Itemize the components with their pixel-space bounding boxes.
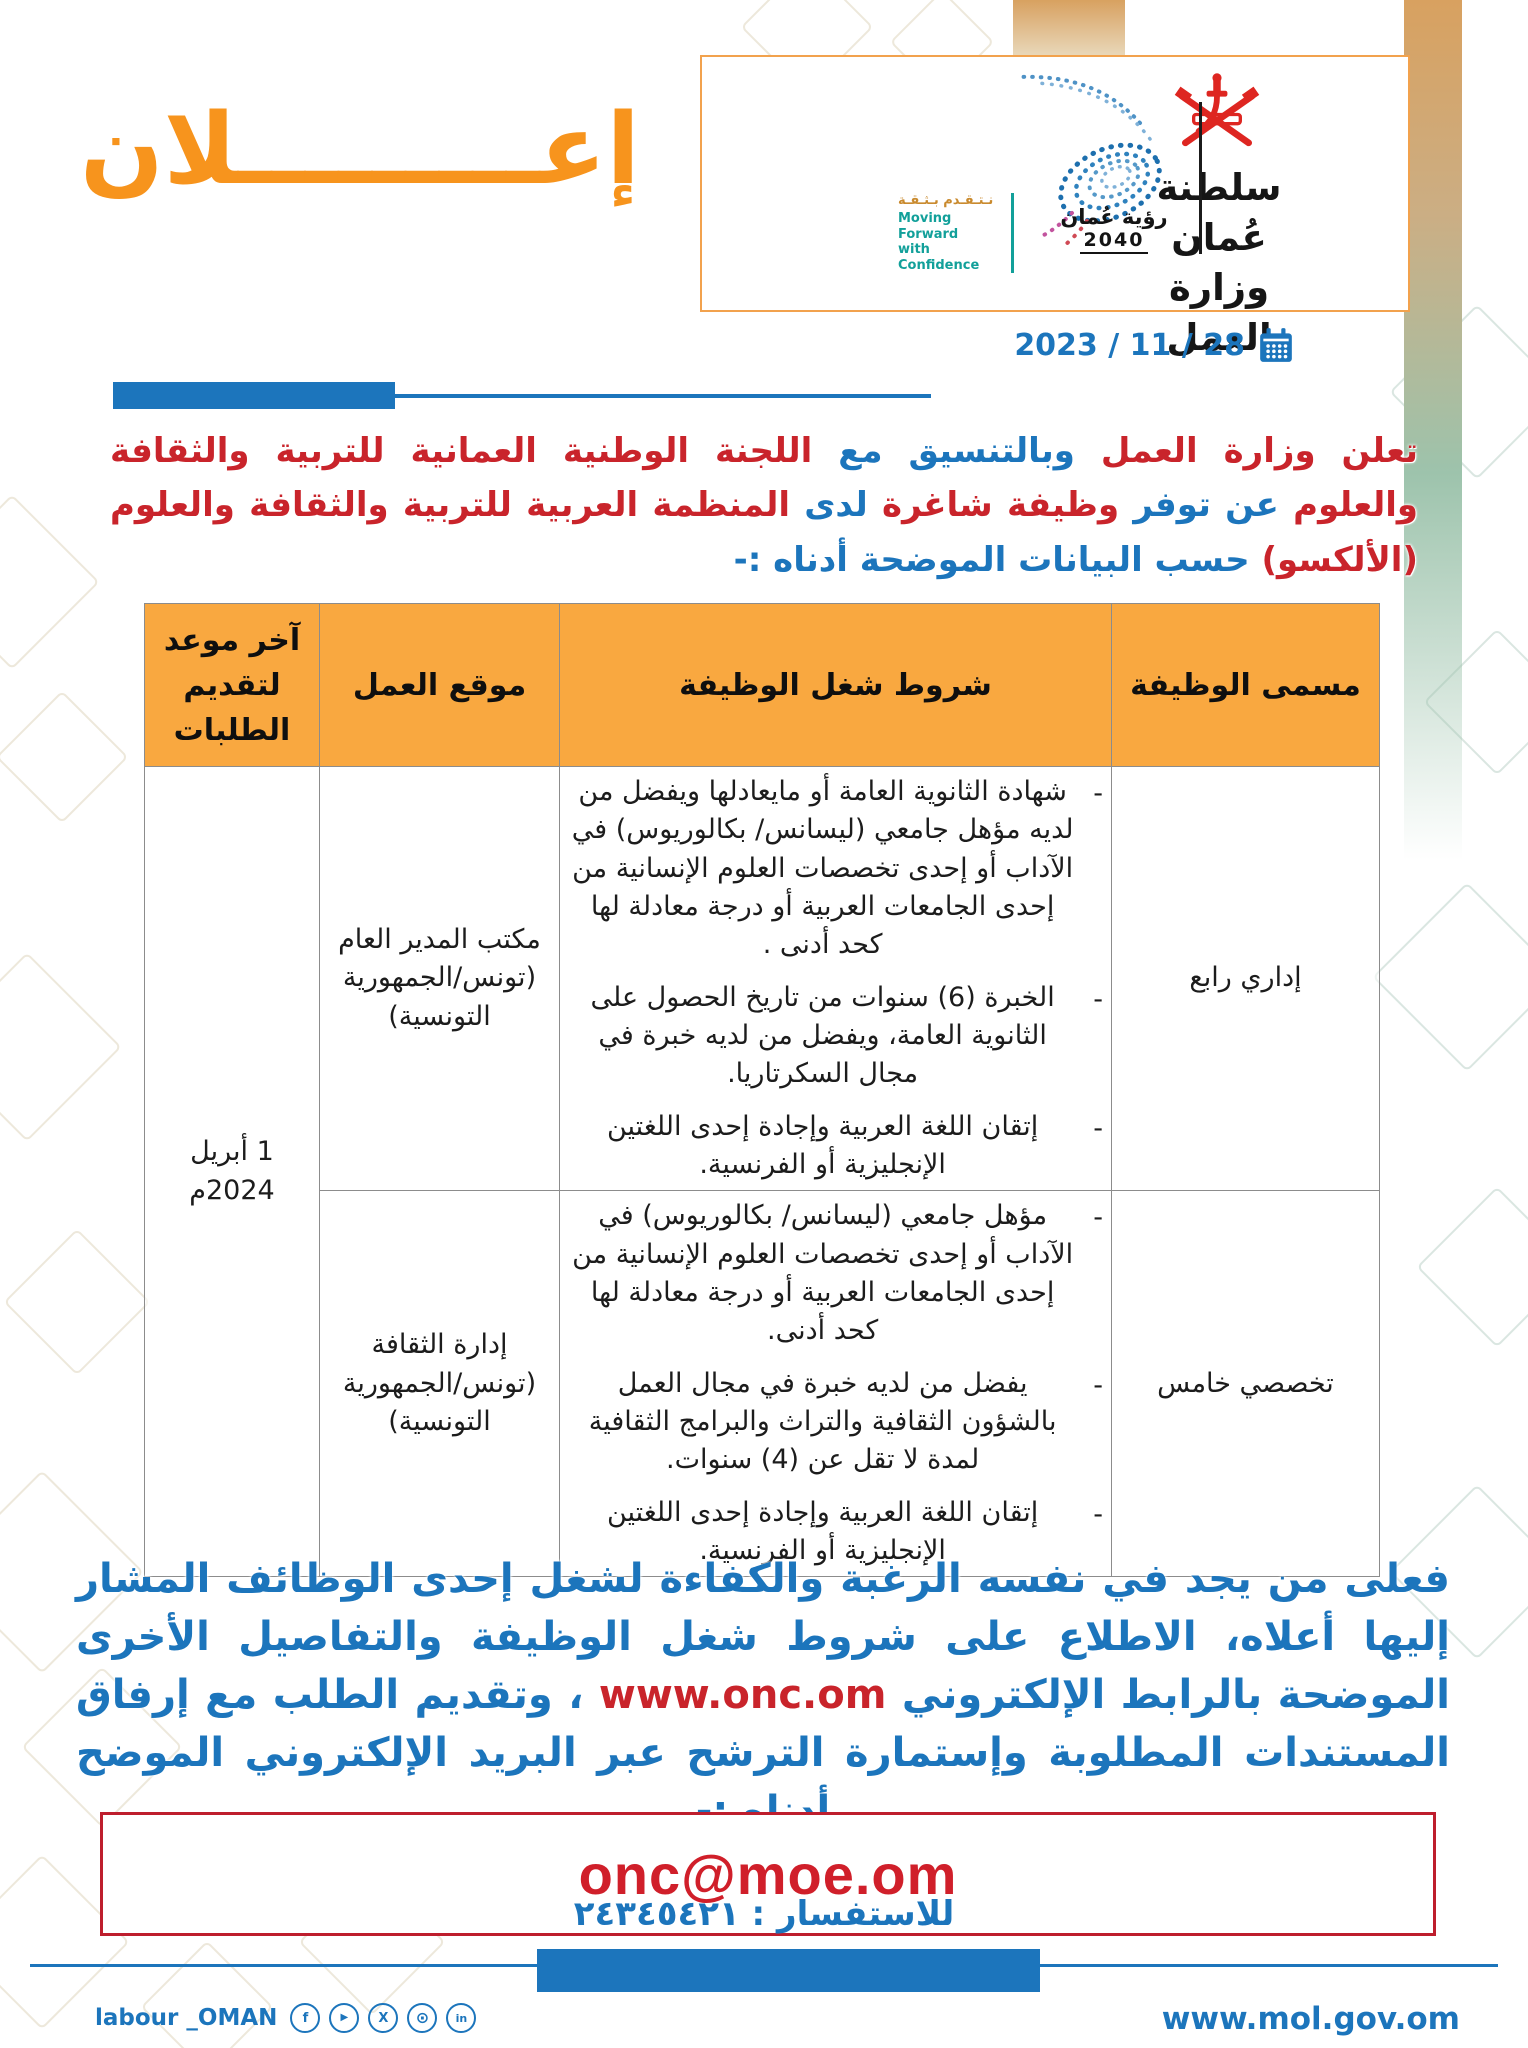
youtube-icon[interactable]: ▶ <box>329 2003 360 2033</box>
intro-segment: وظيفة شاغرة <box>867 485 1120 526</box>
job-requirements-cell: - شهادة الثانوية العامة أو مايعادلها ويفض… <box>559 765 1112 1192</box>
table-row: إداري رابع - شهادة الثانوية العامة أو ماي… <box>144 765 1380 1578</box>
intro-segment: وبالتنسيق مع <box>812 431 1075 471</box>
outro-text-after: ، وتقديم الطلب مع إرفاق المستندات المطلو… <box>76 1672 1450 1834</box>
column-header-job-title: مسمى الوظيفة <box>1111 603 1380 767</box>
page-title: إعـــــــــلان <box>79 93 640 207</box>
motto-english-line1: Moving Forward <box>898 211 959 242</box>
bullet-dash-icon: - <box>1093 1112 1103 1144</box>
motto-english-line2: with Confidence <box>898 242 980 273</box>
table-row: تخصصي خامس - مؤهل جامعي (ليسانس/ بكالوريو… <box>145 1190 1380 1578</box>
linkedin-icon[interactable]: in <box>446 2003 477 2033</box>
requirement-text: إتقان اللغة العربية وإجادة إحدى اللغتين … <box>606 1110 1039 1180</box>
bg-pattern-diamond <box>0 952 122 1142</box>
social-handle: labour _OMAN <box>95 2005 278 2031</box>
right-gradient-strip <box>1404 0 1462 860</box>
deadline-cell: 1 أبريل 2024م <box>144 765 320 1578</box>
vision-year: 2040 <box>1079 229 1149 254</box>
job-title-cell: تخصصي خامس <box>1111 1190 1380 1578</box>
intro-segment: حسب البيانات الموضحة أدناه :- <box>733 539 1250 580</box>
outro-paragraph: فعلى من يجد في نفسه الرغبة والكفاءة لشغل… <box>76 1550 1450 1840</box>
application-email-link[interactable]: onc@moe.om <box>578 1842 958 1906</box>
requirement-text: إتقان اللغة العربية وإجادة إحدى اللغتين … <box>606 1496 1039 1566</box>
outro-text-before: فعلى من يجد في نفسه الرغبة والكفاءة لشغل… <box>76 1556 1451 1718</box>
facebook-icon[interactable]: f <box>290 2003 321 2033</box>
requirement-item: - الخبرة (6) سنوات من تاريخ الحصول على ال… <box>568 979 1103 1094</box>
intro-segment: تعلن وزارة العمل <box>1074 431 1418 471</box>
announcement-date: 2023 / 11 / 28 <box>1014 327 1245 363</box>
bullet-dash-icon: - <box>1093 1369 1103 1401</box>
x-icon[interactable]: X <box>368 2003 399 2033</box>
motto-arabic: نـتـقـدم بـثـقـة <box>898 193 994 208</box>
bottom-divider-block <box>537 1949 1040 1992</box>
bg-pattern-diamond <box>0 494 100 670</box>
bottom-divider-line <box>30 1964 1498 1967</box>
job-requirements-cell: - مؤهل جامعي (ليسانس/ بكالوريوس) في الآدا… <box>559 1190 1112 1578</box>
onc-website-link[interactable]: www.onc.om <box>598 1672 887 1718</box>
requirement-text: يفضل من لديه خبرة في مجال العمل بالشؤون … <box>588 1367 1057 1476</box>
intro-segment: عن توفر <box>1119 485 1279 526</box>
bg-pattern-diamond <box>1372 882 1528 1072</box>
job-title-cell: إداري رابع <box>1111 765 1380 1192</box>
ministry-website-link[interactable]: www.mol.gov.om <box>1161 2001 1460 2037</box>
bullet-dash-icon: - <box>1093 983 1103 1015</box>
requirement-item: - شهادة الثانوية العامة أو مايعادلها ويفض… <box>568 773 1103 965</box>
requirement-item: - يفضل من لديه خبرة في مجال العمل بالشؤون… <box>568 1365 1103 1480</box>
requirement-item: - إتقان اللغة العربية وإجادة إحدى اللغتين… <box>568 1108 1103 1185</box>
logo-divider <box>1199 102 1202 254</box>
job-location-cell: إدارة الثقافة (تونس/الجمهورية التونسية) <box>319 1190 560 1578</box>
logo-card: سلطنة عُمان وزارة العمل رؤية عُمان 2040 … <box>700 55 1410 359</box>
intro-segment: اللجنة الوطنية العمانية للتربية والثقافة… <box>110 431 1419 526</box>
vision-2040-comet-icon <box>1016 74 1162 248</box>
email-box: onc@moe.om <box>100 1812 1436 1936</box>
ministry-name: وزارة العمل <box>1166 265 1272 359</box>
ministry-country: سلطنة عُمان <box>1156 166 1282 259</box>
column-header-deadline: آخر موعد لتقديم الطلبات <box>144 603 320 767</box>
moving-forward-logo: نـتـقـدم بـثـقـة Moving Forward with Con… <box>898 193 1014 274</box>
column-header-location: موقع العمل <box>319 603 560 767</box>
ministry-logo-text: سلطنة عُمان وزارة العمل <box>1134 163 1304 363</box>
intro-segment: لدى <box>790 485 868 526</box>
bullet-dash-icon: - <box>1093 778 1103 809</box>
date-row: 2023 / 11 / 28 <box>1014 326 1295 364</box>
job-location-cell: مكتب المدير العام (تونس/الجمهورية التونس… <box>319 765 560 1192</box>
top-gradient-strip <box>1013 0 1125 57</box>
vision-2040-text: رؤية عُمان 2040 <box>1054 205 1174 254</box>
intro-paragraph: تعلن وزارة العمل وبالتنسيق مع اللجنة الو… <box>110 424 1418 587</box>
requirement-text: مؤهل جامعي (ليسانس/ بكالوريوس) في الآداب… <box>572 1200 1074 1347</box>
requirement-item: - مؤهل جامعي (ليسانس/ بكالوريوس) في الآدا… <box>568 1197 1103 1350</box>
vision-label: رؤية عُمان <box>1060 205 1168 229</box>
requirement-text: الخبرة (6) سنوات من تاريخ الحصول على الث… <box>590 981 1055 1090</box>
bullet-dash-icon: - <box>1093 1202 1103 1234</box>
footer-social-block: labour _OMAN f ▶ X ⊙ in <box>95 2003 477 2033</box>
bg-pattern-diamond <box>0 690 129 824</box>
requirement-text: شهادة الثانوية العامة أو مايعادلها ويفضل… <box>571 776 1074 961</box>
bullet-dash-icon: - <box>1093 1498 1103 1530</box>
vacancies-table: مسمى الوظيفة شروط شغل الوظيفة موقع العمل… <box>144 603 1380 1578</box>
column-header-requirements: شروط شغل الوظيفة <box>559 603 1112 767</box>
requirement-item: - إتقان اللغة العربية وإجادة إحدى اللغتين… <box>568 1494 1103 1571</box>
calendar-icon <box>1260 328 1292 362</box>
table-header-row: مسمى الوظيفة شروط شغل الوظيفة موقع العمل… <box>144 603 1380 767</box>
bg-pattern-diamond <box>1416 1186 1528 1348</box>
oman-emblem-icon <box>1174 73 1260 147</box>
instagram-icon[interactable]: ⊙ <box>407 2003 438 2033</box>
bg-pattern-diamond <box>3 1228 151 1376</box>
top-divider-line <box>113 394 931 398</box>
intro-segment: المنظمة العربية للتربية والثقافة والعلوم… <box>110 485 1418 580</box>
inquiry-phone: للاستفسار : ٢٤٣٤٥٤٢١ <box>573 1894 955 1934</box>
